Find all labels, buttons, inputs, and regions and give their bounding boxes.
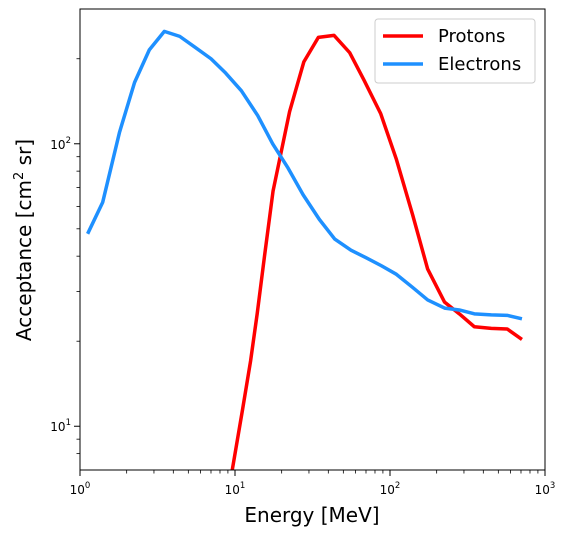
legend-label-protons: Protons [438,26,505,47]
x-tick-label: 103 [535,481,556,497]
series-layer [86,29,523,470]
series-line-protons [230,33,523,470]
x-tick-label: 100 [70,481,91,497]
series-line-electrons [86,29,523,321]
y-axis-label: Acceptance [cm2 sr] [12,139,36,341]
legend-label-electrons: Electrons [438,54,521,75]
x-tick-label: 101 [225,481,246,497]
plot-frame [79,8,546,471]
x-tick-label: 102 [380,481,401,497]
x-axis-label: Energy [MeV] [244,503,379,527]
legend: Protons Electrons [374,18,536,84]
y-tick-label: 102 [50,136,71,152]
ticks-layer: 100 101 102 103 101 102 [50,58,556,497]
plot-background [80,9,545,470]
y-tick-label: 101 [50,418,71,434]
